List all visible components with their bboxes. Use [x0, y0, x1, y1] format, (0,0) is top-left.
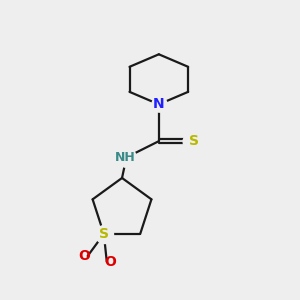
- Text: NH: NH: [115, 151, 135, 164]
- Text: S: S: [189, 134, 199, 148]
- Text: S: S: [99, 227, 109, 241]
- Text: O: O: [104, 255, 116, 269]
- Text: N: N: [153, 98, 165, 111]
- Text: O: O: [78, 249, 90, 263]
